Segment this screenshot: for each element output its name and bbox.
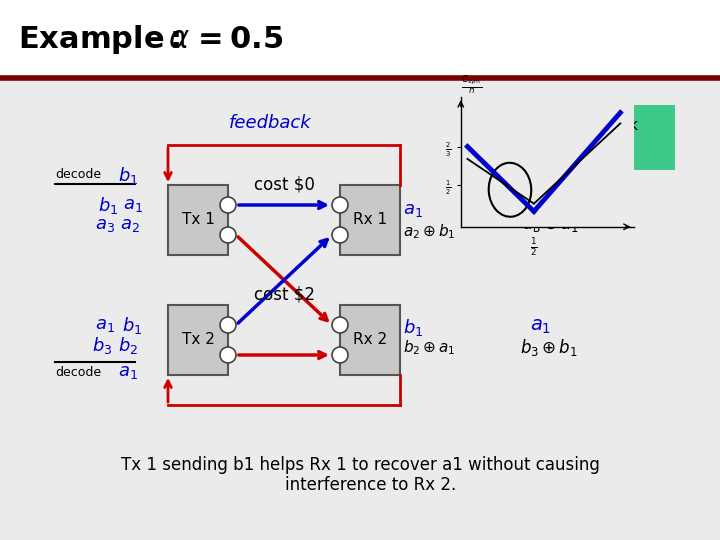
Text: 1 bit feedback: 1 bit feedback	[528, 118, 638, 132]
Text: Rx 2: Rx 2	[353, 333, 387, 348]
Circle shape	[332, 227, 348, 243]
Text: Tx 1 sending b1 helps Rx 1 to recover a1 without causing: Tx 1 sending b1 helps Rx 1 to recover a1…	[120, 456, 600, 474]
Text: $a_1$: $a_1$	[95, 316, 115, 334]
Text: $a_2$: $a_2$	[120, 216, 140, 234]
Text: $b_2 \oplus a_1$: $b_2 \oplus a_1$	[403, 339, 456, 357]
Text: $a_2 \oplus b_1$: $a_2 \oplus b_1$	[403, 222, 456, 241]
Text: $b_3 \oplus b_1$: $b_3 \oplus b_1$	[520, 338, 577, 359]
Text: $\frac{C_{\mathrm{sym}}}{n}$: $\frac{C_{\mathrm{sym}}}{n}$	[461, 74, 482, 97]
Text: $\mathbf{Example:}$: $\mathbf{Example:}$	[18, 23, 181, 56]
Text: $a_1$: $a_1$	[118, 363, 138, 381]
Text: cost $0: cost $0	[253, 176, 315, 194]
Bar	[340, 305, 400, 375]
Circle shape	[220, 347, 236, 363]
Text: $b_2$: $b_2$	[118, 334, 138, 355]
Text: $b_1$: $b_1$	[530, 189, 552, 211]
Text: Tx 1: Tx 1	[181, 213, 215, 227]
Text: $a_1$: $a_1$	[403, 201, 423, 219]
Circle shape	[220, 197, 236, 213]
Circle shape	[332, 347, 348, 363]
Text: buys 1 bit: buys 1 bit	[545, 139, 621, 154]
Text: Rx 1: Rx 1	[353, 213, 387, 227]
Bar	[0, 0, 720, 78]
Text: $a_3$: $a_3$	[95, 216, 115, 234]
Text: $\mathbf{= 0.5}$: $\mathbf{= 0.5}$	[192, 24, 284, 53]
Bar	[490, 105, 675, 170]
Circle shape	[332, 197, 348, 213]
Text: $b_1$: $b_1$	[118, 165, 138, 186]
Text: feedback: feedback	[229, 114, 311, 132]
Bar	[168, 185, 228, 255]
Circle shape	[220, 317, 236, 333]
Circle shape	[332, 317, 348, 333]
Text: decode: decode	[55, 366, 101, 379]
Text: $\alpha$: $\alpha$	[168, 24, 189, 53]
Text: $a_1$: $a_1$	[530, 318, 552, 336]
Text: $a_1$: $a_1$	[123, 196, 143, 214]
Circle shape	[220, 227, 236, 243]
Bar	[168, 305, 228, 375]
Text: decode: decode	[55, 168, 101, 181]
Text: $b_1$: $b_1$	[98, 194, 118, 215]
Bar	[340, 185, 400, 255]
Text: cost $2: cost $2	[253, 286, 315, 304]
Text: interference to Rx 2.: interference to Rx 2.	[264, 476, 456, 494]
Text: $b_1$: $b_1$	[122, 314, 143, 335]
Text: $a_3 \oplus a_1$: $a_3 \oplus a_1$	[522, 216, 579, 234]
Text: $b_1$: $b_1$	[403, 316, 423, 338]
Text: $b_3$: $b_3$	[92, 334, 112, 355]
Text: Tx 2: Tx 2	[181, 333, 215, 348]
